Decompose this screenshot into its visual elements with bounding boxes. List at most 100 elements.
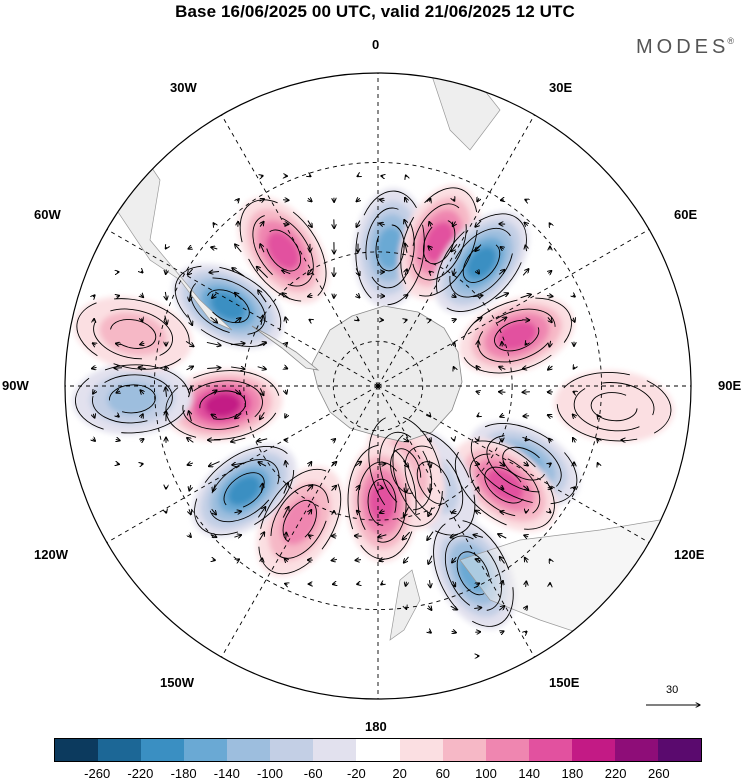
contour-ring bbox=[365, 207, 415, 289]
wind-arrow bbox=[140, 439, 144, 441]
wind-arrow bbox=[597, 415, 599, 417]
wind-arrow bbox=[429, 271, 431, 272]
wind-arrow bbox=[549, 511, 551, 513]
lon-label-150e: 150E bbox=[549, 675, 580, 690]
wind-arrow bbox=[404, 295, 408, 298]
lon-label-30w: 30W bbox=[170, 80, 197, 95]
contour-ring bbox=[494, 319, 540, 352]
wind-arrow bbox=[548, 271, 551, 274]
colorbar-swatch bbox=[55, 739, 99, 761]
wind-arrow bbox=[450, 606, 458, 610]
wind-arrow bbox=[257, 342, 267, 347]
wind-arrow bbox=[140, 390, 144, 394]
wind-arrow bbox=[478, 341, 479, 348]
wind-arrow bbox=[257, 507, 265, 518]
wind-arrow bbox=[260, 221, 264, 227]
contour-ring bbox=[486, 434, 562, 493]
wind-arrow bbox=[379, 511, 385, 513]
wind-arrow bbox=[235, 292, 242, 300]
wind-arrow bbox=[500, 512, 504, 513]
colorbar-tick-label: -220 bbox=[127, 766, 154, 781]
wind-arrow bbox=[235, 413, 242, 418]
anomaly-shade bbox=[554, 370, 674, 443]
contour-ring bbox=[590, 392, 638, 422]
lon-label-0: 0 bbox=[372, 37, 380, 52]
wind-arrow bbox=[525, 439, 527, 441]
wind-arrow bbox=[429, 580, 430, 588]
contour-ring bbox=[190, 277, 266, 335]
contour-ring bbox=[93, 308, 173, 360]
wind-arrow bbox=[573, 487, 575, 489]
wind-arrow bbox=[524, 462, 529, 466]
wind-arrow bbox=[406, 483, 407, 492]
wind-arrow bbox=[429, 198, 430, 201]
wind-arrow bbox=[208, 461, 220, 467]
contour-ring bbox=[411, 203, 467, 281]
wind-arrow bbox=[187, 438, 194, 443]
wind-arrow bbox=[309, 319, 311, 320]
wind-arrow bbox=[211, 414, 218, 417]
wind-arrow bbox=[405, 197, 407, 203]
colorbar-tick-label: -180 bbox=[170, 766, 197, 781]
wind-arrow bbox=[597, 439, 599, 442]
wind-arrow bbox=[283, 482, 288, 494]
wind-arrow bbox=[93, 295, 95, 297]
wind-arrow bbox=[499, 557, 505, 564]
wind-arrow bbox=[260, 412, 265, 419]
wind-arrow bbox=[429, 460, 431, 468]
wind-arrow bbox=[354, 461, 361, 468]
wind-arrow bbox=[91, 367, 97, 368]
wind-arrow bbox=[284, 558, 287, 561]
wind-arrow bbox=[572, 414, 575, 418]
lon-label-60e: 60E bbox=[674, 207, 698, 222]
wind-arrow bbox=[523, 486, 528, 490]
latitude-circle bbox=[332, 340, 424, 432]
wind-arrow bbox=[477, 198, 479, 201]
colorbar-swatch bbox=[270, 739, 314, 761]
wind-arrow bbox=[525, 245, 526, 252]
wind-arrow bbox=[206, 341, 221, 345]
wind-arrow bbox=[285, 390, 286, 394]
colorbar-swatch bbox=[657, 739, 701, 761]
wind-arrow bbox=[189, 411, 192, 422]
wind-arrow bbox=[189, 509, 191, 514]
antarctic-peninsula-land bbox=[251, 325, 320, 371]
wind-arrow bbox=[165, 291, 166, 300]
colorbar-tick-label: 100 bbox=[475, 766, 497, 781]
wind-arrow bbox=[259, 532, 264, 541]
wind-arrow bbox=[332, 439, 335, 442]
wind-arrow bbox=[454, 439, 455, 441]
wind-arrow bbox=[189, 484, 191, 491]
anomaly-shade bbox=[466, 246, 497, 279]
contour-ring bbox=[108, 384, 156, 414]
wind-arrow bbox=[285, 317, 286, 324]
wind-arrow bbox=[282, 506, 289, 518]
anomaly-shade bbox=[227, 475, 261, 506]
latitude-circle bbox=[243, 251, 513, 521]
wind-arrow bbox=[166, 269, 167, 275]
wind-arrow bbox=[429, 222, 431, 227]
wind-arrow bbox=[116, 391, 120, 393]
wind-arrow bbox=[165, 315, 167, 325]
colorbar-swatch bbox=[98, 739, 142, 761]
wind-arrow bbox=[165, 247, 166, 249]
contour-ring bbox=[182, 380, 263, 430]
wind-arrow bbox=[525, 199, 527, 200]
wind-arrow bbox=[524, 535, 528, 537]
wind-arrow bbox=[573, 318, 575, 322]
wind-arrow bbox=[308, 198, 312, 201]
wind-arrow bbox=[453, 580, 456, 587]
wind-arrow bbox=[378, 464, 386, 465]
wind-arrow bbox=[404, 506, 409, 517]
wind-arrow bbox=[284, 367, 287, 368]
wind-arrow bbox=[499, 462, 504, 466]
wind-arrow bbox=[235, 244, 242, 253]
wind-arrow bbox=[141, 464, 143, 465]
wind-arrow bbox=[116, 439, 120, 440]
wind-arrow bbox=[597, 463, 598, 466]
wind-arrow bbox=[427, 531, 434, 541]
wind-arrow bbox=[356, 198, 360, 201]
wind-arrow bbox=[330, 462, 336, 467]
wind-arrow bbox=[231, 367, 245, 369]
wind-arrow bbox=[428, 246, 432, 250]
